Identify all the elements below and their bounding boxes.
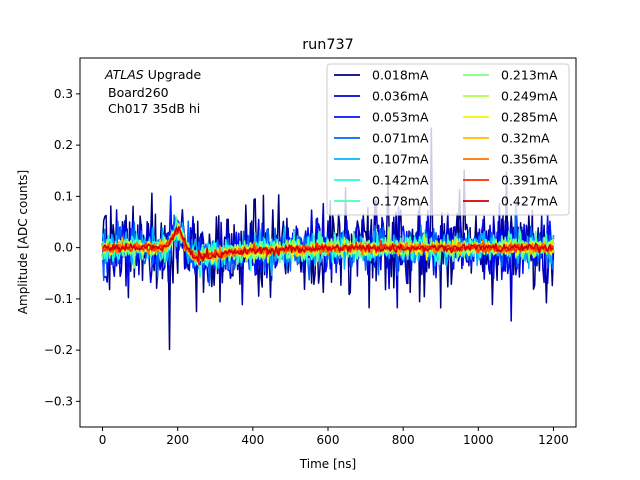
x-tick-label: 1200 — [538, 433, 569, 447]
annotation-experiment-line: ATLAS Upgrade — [104, 67, 201, 82]
series-line-0.036mA — [101, 199, 555, 322]
y-tick-label: −0.2 — [44, 343, 73, 357]
annotation-channel: Ch017 35dB hi — [108, 101, 200, 116]
x-tick-label: 1000 — [463, 433, 494, 447]
legend-label: 0.427mA — [501, 194, 558, 209]
chart-title: run737 — [302, 37, 354, 53]
y-axis-ticks: −0.3 −0.2 −0.1 0.0 0.1 0.2 0.3 — [44, 87, 80, 408]
traces-group — [101, 127, 555, 351]
legend-label: 0.285mA — [501, 110, 558, 125]
y-tick-label: −0.3 — [44, 394, 73, 408]
legend-label: 0.071mA — [372, 131, 429, 146]
legend-label: 0.142mA — [372, 173, 429, 188]
x-tick-label: 600 — [317, 433, 340, 447]
annotation-experiment: ATLAS — [104, 67, 144, 82]
legend-label: 0.036mA — [372, 89, 429, 104]
y-tick-label: 0.1 — [54, 189, 73, 203]
legend-label: 0.391mA — [501, 173, 558, 188]
x-axis-ticks: 0 200 400 600 800 1000 1200 — [99, 427, 569, 447]
legend-label: 0.249mA — [501, 89, 558, 104]
annotation-block: ATLAS Upgrade Board260 Ch017 35dB hi — [104, 67, 201, 116]
y-tick-label: −0.1 — [44, 292, 73, 306]
x-tick-label: 0 — [99, 433, 107, 447]
legend: 0.018mA 0.036mA 0.053mA 0.071mA 0.107mA 0.142… — [326, 63, 570, 216]
annotation-experiment-suffix: Upgrade — [148, 67, 202, 82]
legend-label: 0.053mA — [372, 110, 429, 125]
x-tick-label: 800 — [392, 433, 415, 447]
x-tick-label: 400 — [241, 433, 264, 447]
legend-label: 0.178mA — [372, 194, 429, 209]
series-line-0.427mA — [101, 226, 554, 262]
legend-label: 0.107mA — [372, 152, 429, 167]
y-axis-label: Amplitude [ADC counts] — [16, 170, 30, 314]
y-tick-label: 0.0 — [54, 241, 73, 255]
x-axis-label: Time [ns] — [299, 457, 356, 471]
legend-label: 0.018mA — [372, 68, 429, 83]
legend-label: 0.356mA — [501, 152, 558, 167]
legend-box — [326, 63, 570, 216]
series-line-0.391mA — [101, 228, 555, 265]
annotation-board: Board260 — [108, 85, 169, 100]
y-tick-label: 0.3 — [54, 87, 73, 101]
legend-label: 0.213mA — [501, 68, 558, 83]
x-tick-label: 200 — [166, 433, 189, 447]
legend-label: 0.32mA — [501, 131, 550, 146]
y-tick-label: 0.2 — [54, 138, 73, 152]
